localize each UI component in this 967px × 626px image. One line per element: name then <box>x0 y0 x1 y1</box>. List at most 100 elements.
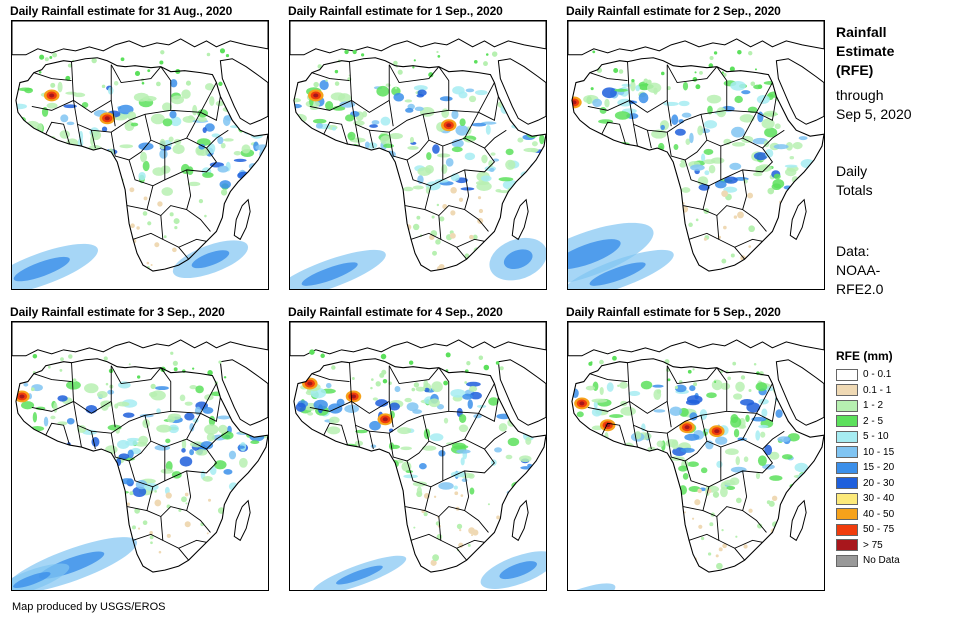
rainfall-cell <box>481 175 492 182</box>
legend-item: No Data <box>836 553 900 569</box>
legend-label: 20 - 30 <box>863 477 895 489</box>
rainfall-cell <box>618 153 634 164</box>
rainfall-cell <box>48 469 59 480</box>
rainfall-cell <box>708 164 716 174</box>
rainfall-cell <box>357 466 364 475</box>
rainfall-cell <box>464 152 476 161</box>
rainfall-cell <box>412 409 423 414</box>
rainfall-cell <box>154 499 162 507</box>
rainfall-cell <box>138 171 146 181</box>
sidebar-totals: Daily Totals <box>836 162 873 200</box>
rainfall-cell <box>674 128 686 136</box>
rainfall-cell <box>703 159 716 165</box>
rainfall-cell <box>476 404 487 408</box>
rainfall-cell <box>204 424 219 435</box>
rainfall-cell <box>85 404 98 414</box>
rainfall-cell <box>698 524 703 529</box>
rainfall-cell <box>755 472 761 480</box>
rainfall-cell <box>700 467 708 474</box>
rainfall-cell <box>23 164 33 168</box>
rainfall-cell <box>349 152 361 158</box>
rainfall-cell <box>241 144 251 154</box>
country-border <box>742 430 785 450</box>
rainfall-cell <box>690 164 705 171</box>
rainfall-cell <box>572 180 587 190</box>
rainfall-cell <box>520 482 530 490</box>
rainfall-cell <box>694 71 697 74</box>
rainfall-cell <box>505 148 514 156</box>
rainfall-cell <box>202 127 207 133</box>
rainfall-cell <box>472 234 478 240</box>
rainfall-cell <box>694 499 701 506</box>
rainfall-cell <box>487 503 490 506</box>
rainfall-cell <box>438 482 454 490</box>
rainfall-cell <box>748 50 753 56</box>
rainfall-cell <box>403 474 418 479</box>
rainfall-cell <box>490 152 496 156</box>
country-border <box>132 533 164 541</box>
rainfall-cell <box>32 144 49 149</box>
country-border <box>683 506 704 512</box>
rainfall-cell <box>389 444 400 449</box>
rainfall-cell <box>250 559 257 567</box>
rainfall-cell <box>576 185 582 193</box>
rainfall-cell <box>469 234 474 240</box>
rainfall-cell <box>23 471 31 480</box>
legend-label: 0 - 0.1 <box>863 369 892 381</box>
rainfall-cell <box>365 464 378 475</box>
rainfall-cell <box>588 168 603 172</box>
rainfall-cell <box>456 523 463 530</box>
rainfall-cell <box>796 425 813 429</box>
rainfall-cell <box>439 96 453 102</box>
rainfall-cell <box>764 127 778 138</box>
rainfall-cell <box>667 378 671 382</box>
rainfall-cell <box>394 86 398 90</box>
country-border <box>110 100 116 127</box>
rainfall-cell <box>753 259 756 263</box>
country-border <box>587 100 630 111</box>
rainfall-cell <box>493 237 500 243</box>
rainfall-cell <box>805 539 812 546</box>
rainfall-cell <box>478 355 484 361</box>
rainfall-cell <box>66 380 81 390</box>
rainfall-cell <box>53 402 58 413</box>
rainfall-cell <box>57 81 63 93</box>
rainfall-cell <box>481 154 488 164</box>
heavy-rain-cell <box>307 381 313 386</box>
heavy-rain-cell <box>382 417 388 422</box>
rainfall-cell <box>59 368 63 372</box>
rainfall-cell <box>754 68 757 71</box>
rainfall-cell <box>663 101 679 106</box>
rainfall-cell <box>161 187 173 196</box>
rainfall-cell <box>63 104 77 109</box>
country-border <box>311 72 350 82</box>
rainfall-cell <box>181 89 191 99</box>
rainfall-cell <box>57 395 68 402</box>
country-border <box>688 232 720 240</box>
rainfall-cell <box>460 494 464 497</box>
rainfall-cell <box>388 132 403 140</box>
rainfall-cell <box>471 122 487 127</box>
country-border <box>160 516 189 561</box>
europe-outline <box>290 322 546 357</box>
rainfall-field <box>15 380 268 567</box>
rainfall-cell <box>593 487 605 493</box>
rainfall-cell <box>630 165 646 173</box>
rainfall-cell <box>791 176 799 183</box>
rainfall-cell <box>170 116 182 127</box>
rainfall-cell <box>646 82 662 93</box>
rainfall-cell <box>98 467 111 478</box>
rainfall-cell <box>150 383 156 390</box>
rainfall-cell <box>451 139 464 148</box>
legend-swatch <box>836 508 858 521</box>
rainfall-cell <box>18 132 23 136</box>
country-border <box>646 130 652 149</box>
rainfall-cell <box>233 150 242 156</box>
rainfall-cell <box>432 144 440 154</box>
country-border <box>178 238 207 248</box>
rainfall-cell <box>732 361 737 366</box>
rainfall-cell <box>495 361 500 365</box>
rainfall-cell <box>591 398 608 403</box>
rainfall-cell <box>467 543 471 547</box>
rainfall-cell <box>599 455 614 462</box>
